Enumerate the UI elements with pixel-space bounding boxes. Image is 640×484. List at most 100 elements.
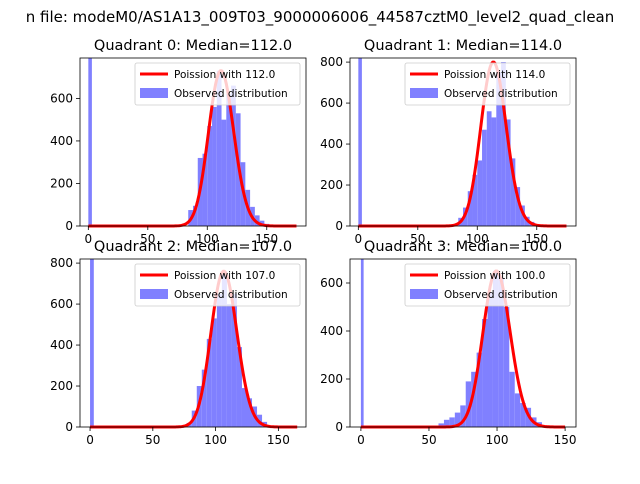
subplot-1: 0 50 100 150 0 200 400 600 800 Quadrant 1: Median… [320, 38, 577, 246]
axes-frame [349, 57, 577, 227]
histogram-bar [520, 403, 526, 427]
x-tick-label: 50 [410, 232, 425, 246]
histogram-bar [254, 215, 260, 226]
y-tick-label: 400 [320, 137, 343, 151]
histogram-bar [221, 119, 227, 226]
y-tick-label: 800 [320, 55, 343, 69]
legend-label: Poission with 107.0 [174, 270, 275, 282]
histogram-bar [90, 259, 94, 427]
histogram-bar [482, 129, 487, 226]
x-tick-label: 100 [204, 433, 227, 447]
y-tick-label: 600 [320, 96, 343, 110]
histogram-bar [491, 117, 497, 226]
histogram-bar [498, 278, 504, 427]
histogram-bar [487, 292, 493, 427]
histogram-bar [510, 158, 516, 226]
x-tick-label: 50 [140, 232, 155, 246]
legend-label: Observed distribution [174, 289, 288, 301]
legend-box [134, 62, 301, 106]
x-tick-label: 0 [357, 433, 365, 447]
subplot-title: Quadrant 2: Median=107.0 [94, 239, 292, 255]
legend-label: Poission with 112.0 [174, 69, 275, 81]
x-tick-label: 100 [466, 232, 489, 246]
legend-bar-swatch [410, 88, 438, 98]
y-tick-label: 0 [65, 219, 73, 233]
x-tick-label: 0 [86, 433, 94, 447]
y-tick-label: 200 [50, 176, 73, 190]
figure-title: n file: modeM0/AS1A13_009T03_9000006006_… [25, 8, 615, 26]
histogram-bar [211, 318, 217, 427]
histogram-bar [221, 271, 227, 427]
histogram-bar [88, 58, 92, 226]
histogram-bar [236, 347, 242, 427]
y-tick-label: 800 [50, 256, 73, 270]
histogram-bar [207, 126, 213, 226]
subplot-title: Quadrant 1: Median=114.0 [364, 38, 562, 54]
histogram-bar [501, 62, 506, 226]
histogram-bar [246, 398, 253, 427]
y-tick-label: 200 [320, 372, 343, 386]
legend-label: Poission with 100.0 [444, 270, 545, 282]
histogram-bar [492, 271, 499, 427]
x-tick-label: 150 [525, 232, 548, 246]
y-tick-label: 0 [65, 420, 73, 434]
histogram-bar [476, 352, 483, 427]
y-tick-label: 200 [320, 178, 343, 192]
legend-box [404, 62, 571, 106]
subplot-title: Quadrant 0: Median=112.0 [94, 38, 292, 54]
histogram-bar [509, 371, 515, 427]
y-tick-label: 200 [50, 379, 73, 393]
histogram-bar [460, 405, 466, 427]
legend-label: Observed distribution [444, 88, 558, 100]
legend-label: Observed distribution [444, 289, 558, 301]
histogram-bar [443, 419, 450, 427]
legend-bar-swatch [140, 88, 168, 98]
histogram-bar [496, 72, 502, 226]
y-tick-label: 600 [320, 276, 343, 290]
x-tick-label: 100 [196, 232, 219, 246]
histogram-bar [465, 381, 472, 427]
x-tick-label: 0 [85, 232, 93, 246]
histogram-bar [226, 94, 232, 226]
histogram-bar [241, 388, 247, 427]
histogram-bar [471, 371, 477, 427]
subplot-0: 0 50 100 150 0 200 400 600 Quadrant 0: Median=11… [50, 38, 307, 246]
subplot-3: 0 50 100 150 0 200 400 600 Quadrant 3: Median=10… [320, 239, 576, 447]
y-tick-label: 400 [50, 338, 73, 352]
legend-label: Observed distribution [174, 88, 288, 100]
histogram-bar [231, 293, 237, 427]
histogram-bar [358, 58, 362, 226]
x-tick-label: 50 [421, 433, 436, 447]
histogram-bar [202, 153, 208, 226]
axes-frame [79, 258, 307, 428]
histogram-bar [477, 160, 483, 226]
histogram-bar [503, 307, 510, 427]
histogram-bar [505, 119, 511, 226]
y-tick-label: 0 [335, 219, 343, 233]
legend-label: Poission with 114.0 [444, 69, 545, 81]
x-tick-label: 50 [145, 433, 160, 447]
histogram-bar [231, 85, 236, 226]
axes-frame [79, 57, 307, 227]
x-tick-label: 100 [486, 433, 509, 447]
legend-box [404, 263, 571, 307]
histogram-bar [520, 205, 525, 226]
subplot-2: 0 50 100 150 0 200 400 600 800 Quadrant 2: Median… [50, 239, 307, 447]
legend-bar-swatch [410, 289, 438, 299]
histogram-bar [454, 412, 461, 427]
y-tick-label: 400 [50, 134, 73, 148]
x-tick-label: 150 [554, 433, 577, 447]
y-tick-label: 400 [320, 324, 343, 338]
histogram-bar [438, 423, 444, 427]
histogram-bar [449, 417, 455, 427]
histogram-bar [216, 70, 222, 226]
x-tick-label: 150 [267, 433, 290, 447]
x-tick-label: 0 [355, 232, 363, 246]
histogram-bar [216, 293, 222, 427]
legend-bar-swatch [140, 289, 168, 299]
histogram-bar [482, 319, 488, 427]
histogram-bar [360, 259, 364, 427]
y-tick-label: 0 [335, 420, 343, 434]
